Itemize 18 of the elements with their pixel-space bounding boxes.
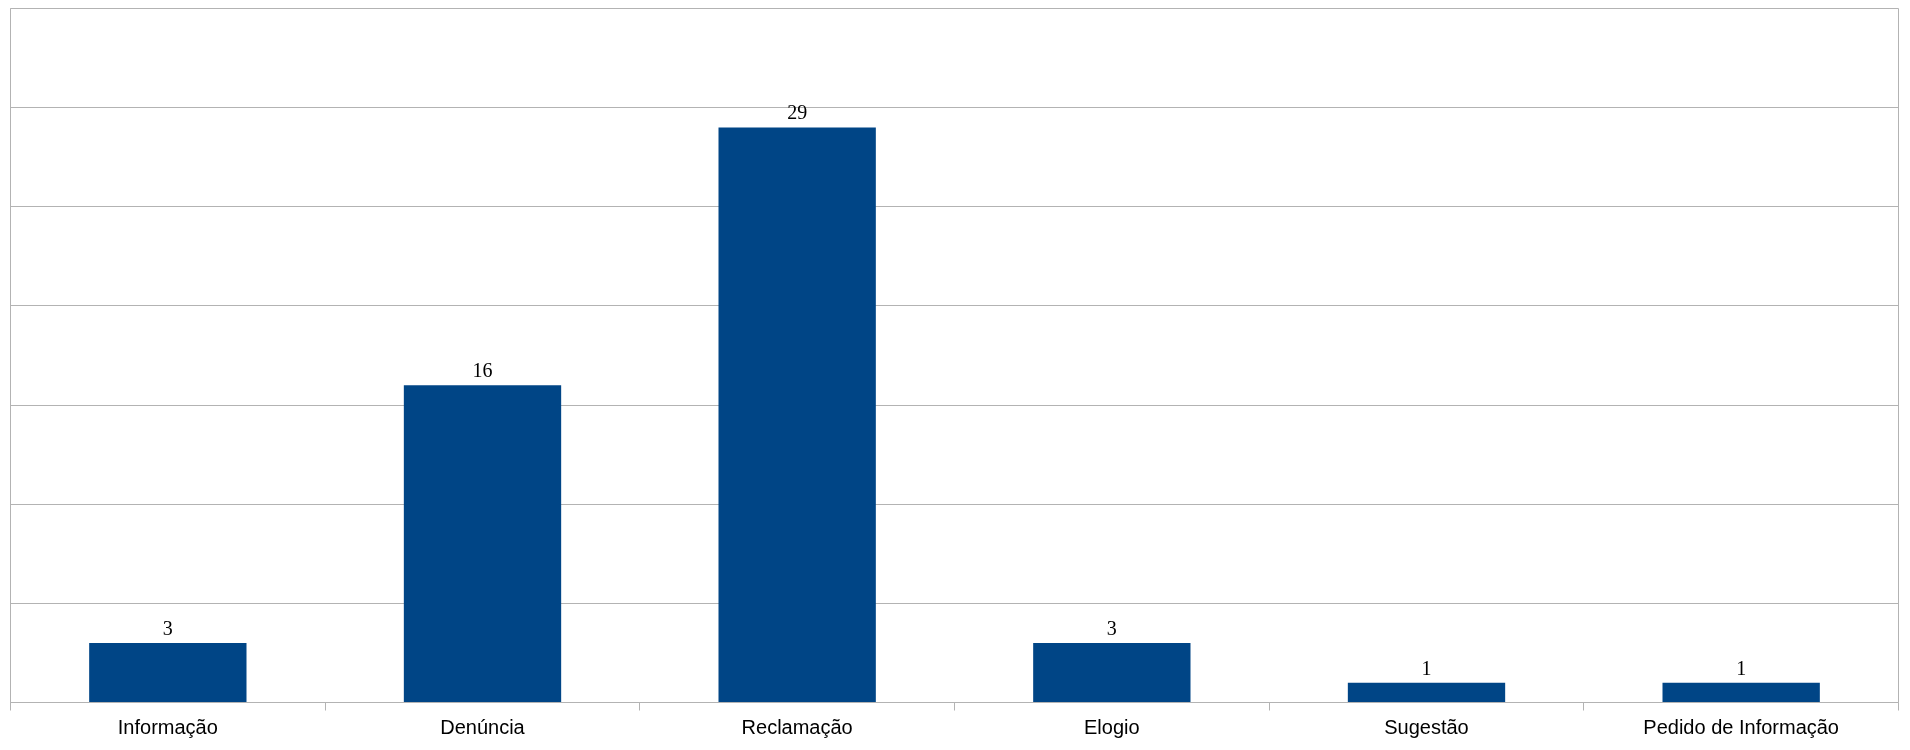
bar: [89, 643, 247, 703]
data-label: 29: [787, 101, 808, 124]
x-tick-label: Sugestão: [1384, 715, 1469, 738]
bar: [1662, 682, 1820, 703]
bar: [1033, 643, 1191, 703]
x-tick-label: Denúncia: [440, 715, 526, 738]
data-label: 16: [472, 359, 493, 382]
bar: [1347, 682, 1506, 703]
data-label: 3: [1106, 617, 1117, 640]
x-tick-label: Reclamação: [741, 715, 853, 738]
x-tick-label: Pedido de Informação: [1643, 715, 1840, 738]
x-tick-label: Elogio: [1084, 715, 1140, 738]
x-tick-label: Informação: [117, 715, 218, 738]
data-label: 3: [162, 617, 173, 640]
bar: [403, 385, 562, 703]
data-label: 1: [1736, 656, 1747, 679]
data-label: 1: [1421, 656, 1432, 679]
bar: [718, 127, 876, 703]
